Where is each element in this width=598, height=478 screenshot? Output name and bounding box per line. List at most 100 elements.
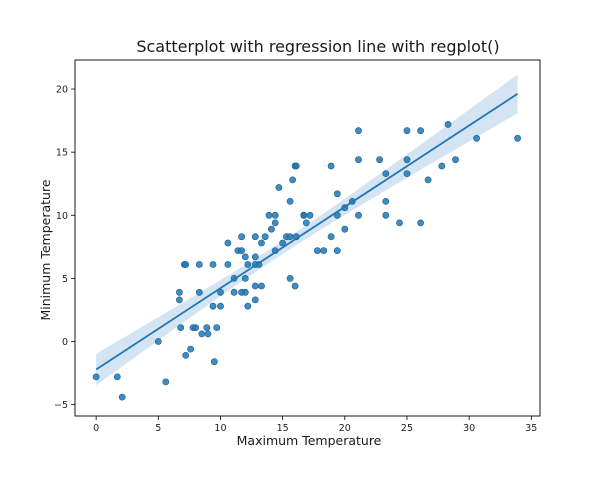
x-tick-label: 0 <box>93 423 99 434</box>
y-tick-label: 20 <box>56 85 68 96</box>
confidence-band <box>96 74 518 386</box>
data-point <box>251 296 259 304</box>
data-point <box>286 233 294 241</box>
data-point <box>286 197 294 205</box>
data-point <box>267 225 275 233</box>
data-point <box>444 121 452 128</box>
data-point <box>333 190 341 198</box>
data-point <box>244 261 252 268</box>
data-point <box>306 211 314 219</box>
data-point <box>182 261 190 268</box>
data-point <box>195 288 203 296</box>
data-point <box>261 233 269 241</box>
plot-area <box>92 74 521 401</box>
data-point <box>473 134 480 142</box>
y-tick-label: 15 <box>56 148 68 159</box>
data-point <box>210 358 218 366</box>
data-point <box>175 288 183 296</box>
data-point <box>286 274 294 282</box>
data-point <box>224 239 232 247</box>
data-point <box>403 170 411 177</box>
data-point <box>204 330 212 338</box>
data-point <box>417 219 424 227</box>
data-point <box>258 239 265 247</box>
x-tick-label: 15 <box>277 423 289 434</box>
data-point <box>203 324 211 331</box>
data-point <box>300 211 308 219</box>
data-point <box>238 233 245 241</box>
x-tick-label: 20 <box>339 423 351 434</box>
data-point <box>241 253 249 261</box>
axes: 0 5 10 15 20 25 30 35 −5 0 5 10 15 20 <box>54 59 541 434</box>
data-point <box>514 134 521 142</box>
data-point <box>403 127 411 135</box>
data-point <box>289 176 296 184</box>
chart-title: Scatterplot with regression line with re… <box>136 37 499 56</box>
data-point <box>333 247 341 254</box>
data-point <box>209 302 217 310</box>
y-tick-label: −5 <box>54 400 68 411</box>
data-point <box>154 338 162 345</box>
data-point <box>417 127 424 135</box>
data-point <box>213 324 221 331</box>
y-tick-label: 5 <box>62 274 68 285</box>
data-point <box>230 288 238 296</box>
data-point <box>424 176 432 184</box>
data-point <box>92 373 100 381</box>
data-point <box>209 261 217 268</box>
x-tick-label: 5 <box>155 423 161 434</box>
y-tick-label: 10 <box>56 211 68 222</box>
data-point <box>177 324 185 331</box>
y-axis-label: Minimum Temperature <box>38 179 53 320</box>
y-tick-label: 0 <box>62 337 68 348</box>
data-point <box>396 219 403 227</box>
data-point <box>241 274 249 282</box>
data-point <box>224 261 232 268</box>
data-point <box>452 156 459 164</box>
plot-frame <box>74 59 541 417</box>
data-point <box>198 330 206 338</box>
x-tick-label: 25 <box>401 423 413 434</box>
data-point <box>403 156 411 164</box>
data-point <box>382 170 390 177</box>
data-point <box>382 197 390 205</box>
data-point <box>187 345 194 353</box>
data-point <box>217 302 224 310</box>
data-point <box>355 156 362 164</box>
data-point <box>162 378 170 386</box>
x-tick-label: 30 <box>463 423 475 434</box>
data-point <box>355 211 362 219</box>
data-point <box>241 288 249 296</box>
data-point <box>292 162 300 170</box>
x-axis-label: Maximum Temperature <box>237 433 382 448</box>
data-point <box>382 211 390 219</box>
data-point <box>291 282 299 290</box>
data-point <box>244 302 252 310</box>
data-point <box>438 162 446 170</box>
data-point <box>265 211 273 219</box>
x-tick-label: 10 <box>214 423 226 434</box>
data-point <box>327 162 335 170</box>
x-tick-label: 35 <box>525 423 537 434</box>
data-point <box>271 219 279 227</box>
data-point <box>320 247 328 254</box>
data-point <box>341 225 349 233</box>
data-point <box>279 239 286 247</box>
data-point <box>355 127 362 135</box>
data-point <box>327 233 335 241</box>
data-point <box>275 184 283 191</box>
data-point <box>302 219 310 227</box>
data-point <box>195 261 203 268</box>
data-point <box>192 324 199 331</box>
data-point <box>258 282 265 290</box>
data-point <box>238 247 245 254</box>
regression-line <box>95 93 519 371</box>
data-point <box>175 296 183 304</box>
data-point <box>376 156 383 164</box>
data-point <box>251 233 259 241</box>
data-point <box>313 247 321 254</box>
data-point <box>251 282 259 290</box>
data-point <box>271 211 279 219</box>
data-point <box>182 351 190 359</box>
